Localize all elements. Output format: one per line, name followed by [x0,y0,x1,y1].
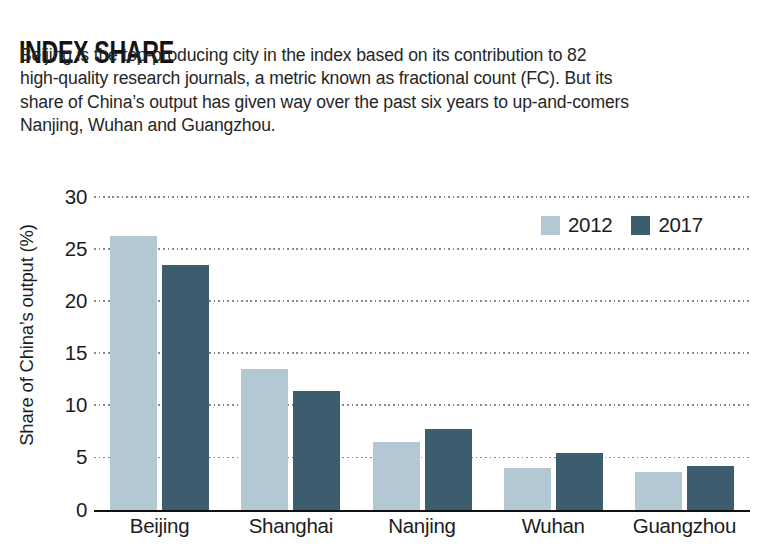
legend-item-2012: 2012 [541,213,612,237]
gridline-30 [94,196,750,198]
x-label-wuhan: Wuhan [488,514,619,538]
y-tick-0: 0 [30,498,87,522]
bar-wuhan-2012 [504,468,551,510]
legend-item-2017: 2017 [631,213,702,237]
x-label-beijing: Beijing [94,514,225,538]
bar-guangzhou-2012 [635,472,682,510]
bar-nanjing-2012 [373,442,420,510]
bar-beijing-2017 [162,265,209,510]
y-tick-20: 20 [30,289,87,313]
bar-shanghai-2017 [293,391,340,510]
bar-nanjing-2017 [425,429,472,509]
bar-shanghai-2012 [241,369,288,510]
bar-chart: Share of China’s output (%) 2012 2017 Be… [0,0,767,556]
gridline-25 [94,248,750,250]
legend-swatch-2017 [631,216,650,235]
y-axis-label: Share of China’s output (%) [16,185,38,485]
y-tick-30: 30 [30,185,87,209]
bar-beijing-2012 [110,236,157,510]
x-label-guangzhou: Guangzhou [619,514,750,538]
y-tick-5: 5 [30,445,87,469]
plot-area [94,197,750,512]
y-tick-10: 10 [30,393,87,417]
bar-guangzhou-2017 [687,466,734,510]
chart-legend: 2012 2017 [541,213,703,237]
legend-swatch-2012 [541,216,560,235]
y-tick-15: 15 [30,341,87,365]
legend-label-2017: 2017 [658,213,702,237]
y-tick-25: 25 [30,237,87,261]
x-label-shanghai: Shanghai [225,514,356,538]
legend-label-2012: 2012 [568,213,612,237]
x-label-nanjing: Nanjing [356,514,487,538]
bar-wuhan-2017 [556,453,603,509]
